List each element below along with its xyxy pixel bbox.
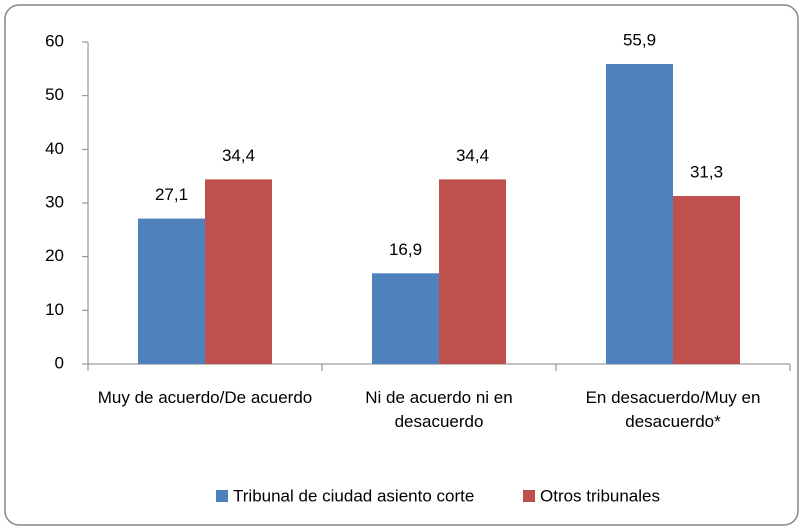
legend-label: Tribunal de ciudad asiento corte (233, 486, 474, 505)
bar (205, 179, 272, 364)
bar (372, 273, 439, 364)
legend-swatch (523, 490, 535, 502)
bar (673, 196, 740, 364)
chart-border (4, 4, 799, 526)
x-tick-label: Muy de acuerdo/De acuerdo (97, 388, 313, 407)
data-label: 27,1 (155, 185, 188, 204)
bar (138, 218, 205, 364)
legend-label: Otros tribunales (540, 486, 660, 505)
y-tick-label: 20 (45, 246, 64, 265)
y-tick-label: 30 (45, 192, 64, 211)
y-tick-label: 10 (45, 300, 64, 319)
data-label: 34,4 (222, 146, 255, 165)
x-tick-label: En desacuerdo/Muy en desacuerdo* (585, 388, 761, 431)
legend-swatch (216, 490, 228, 502)
x-tick-label: Ni de acuerdo ni en desacuerdo (365, 388, 513, 431)
y-tick-label: 60 (45, 31, 64, 50)
bar (439, 179, 506, 364)
data-label: 31,3 (690, 163, 723, 182)
y-tick-label: 40 (45, 139, 64, 158)
data-label: 34,4 (456, 146, 489, 165)
data-label: 55,9 (623, 30, 656, 49)
bar (606, 64, 673, 365)
y-tick-label: 0 (55, 353, 64, 372)
data-label: 16,9 (389, 240, 422, 259)
y-tick-label: 50 (45, 85, 64, 104)
